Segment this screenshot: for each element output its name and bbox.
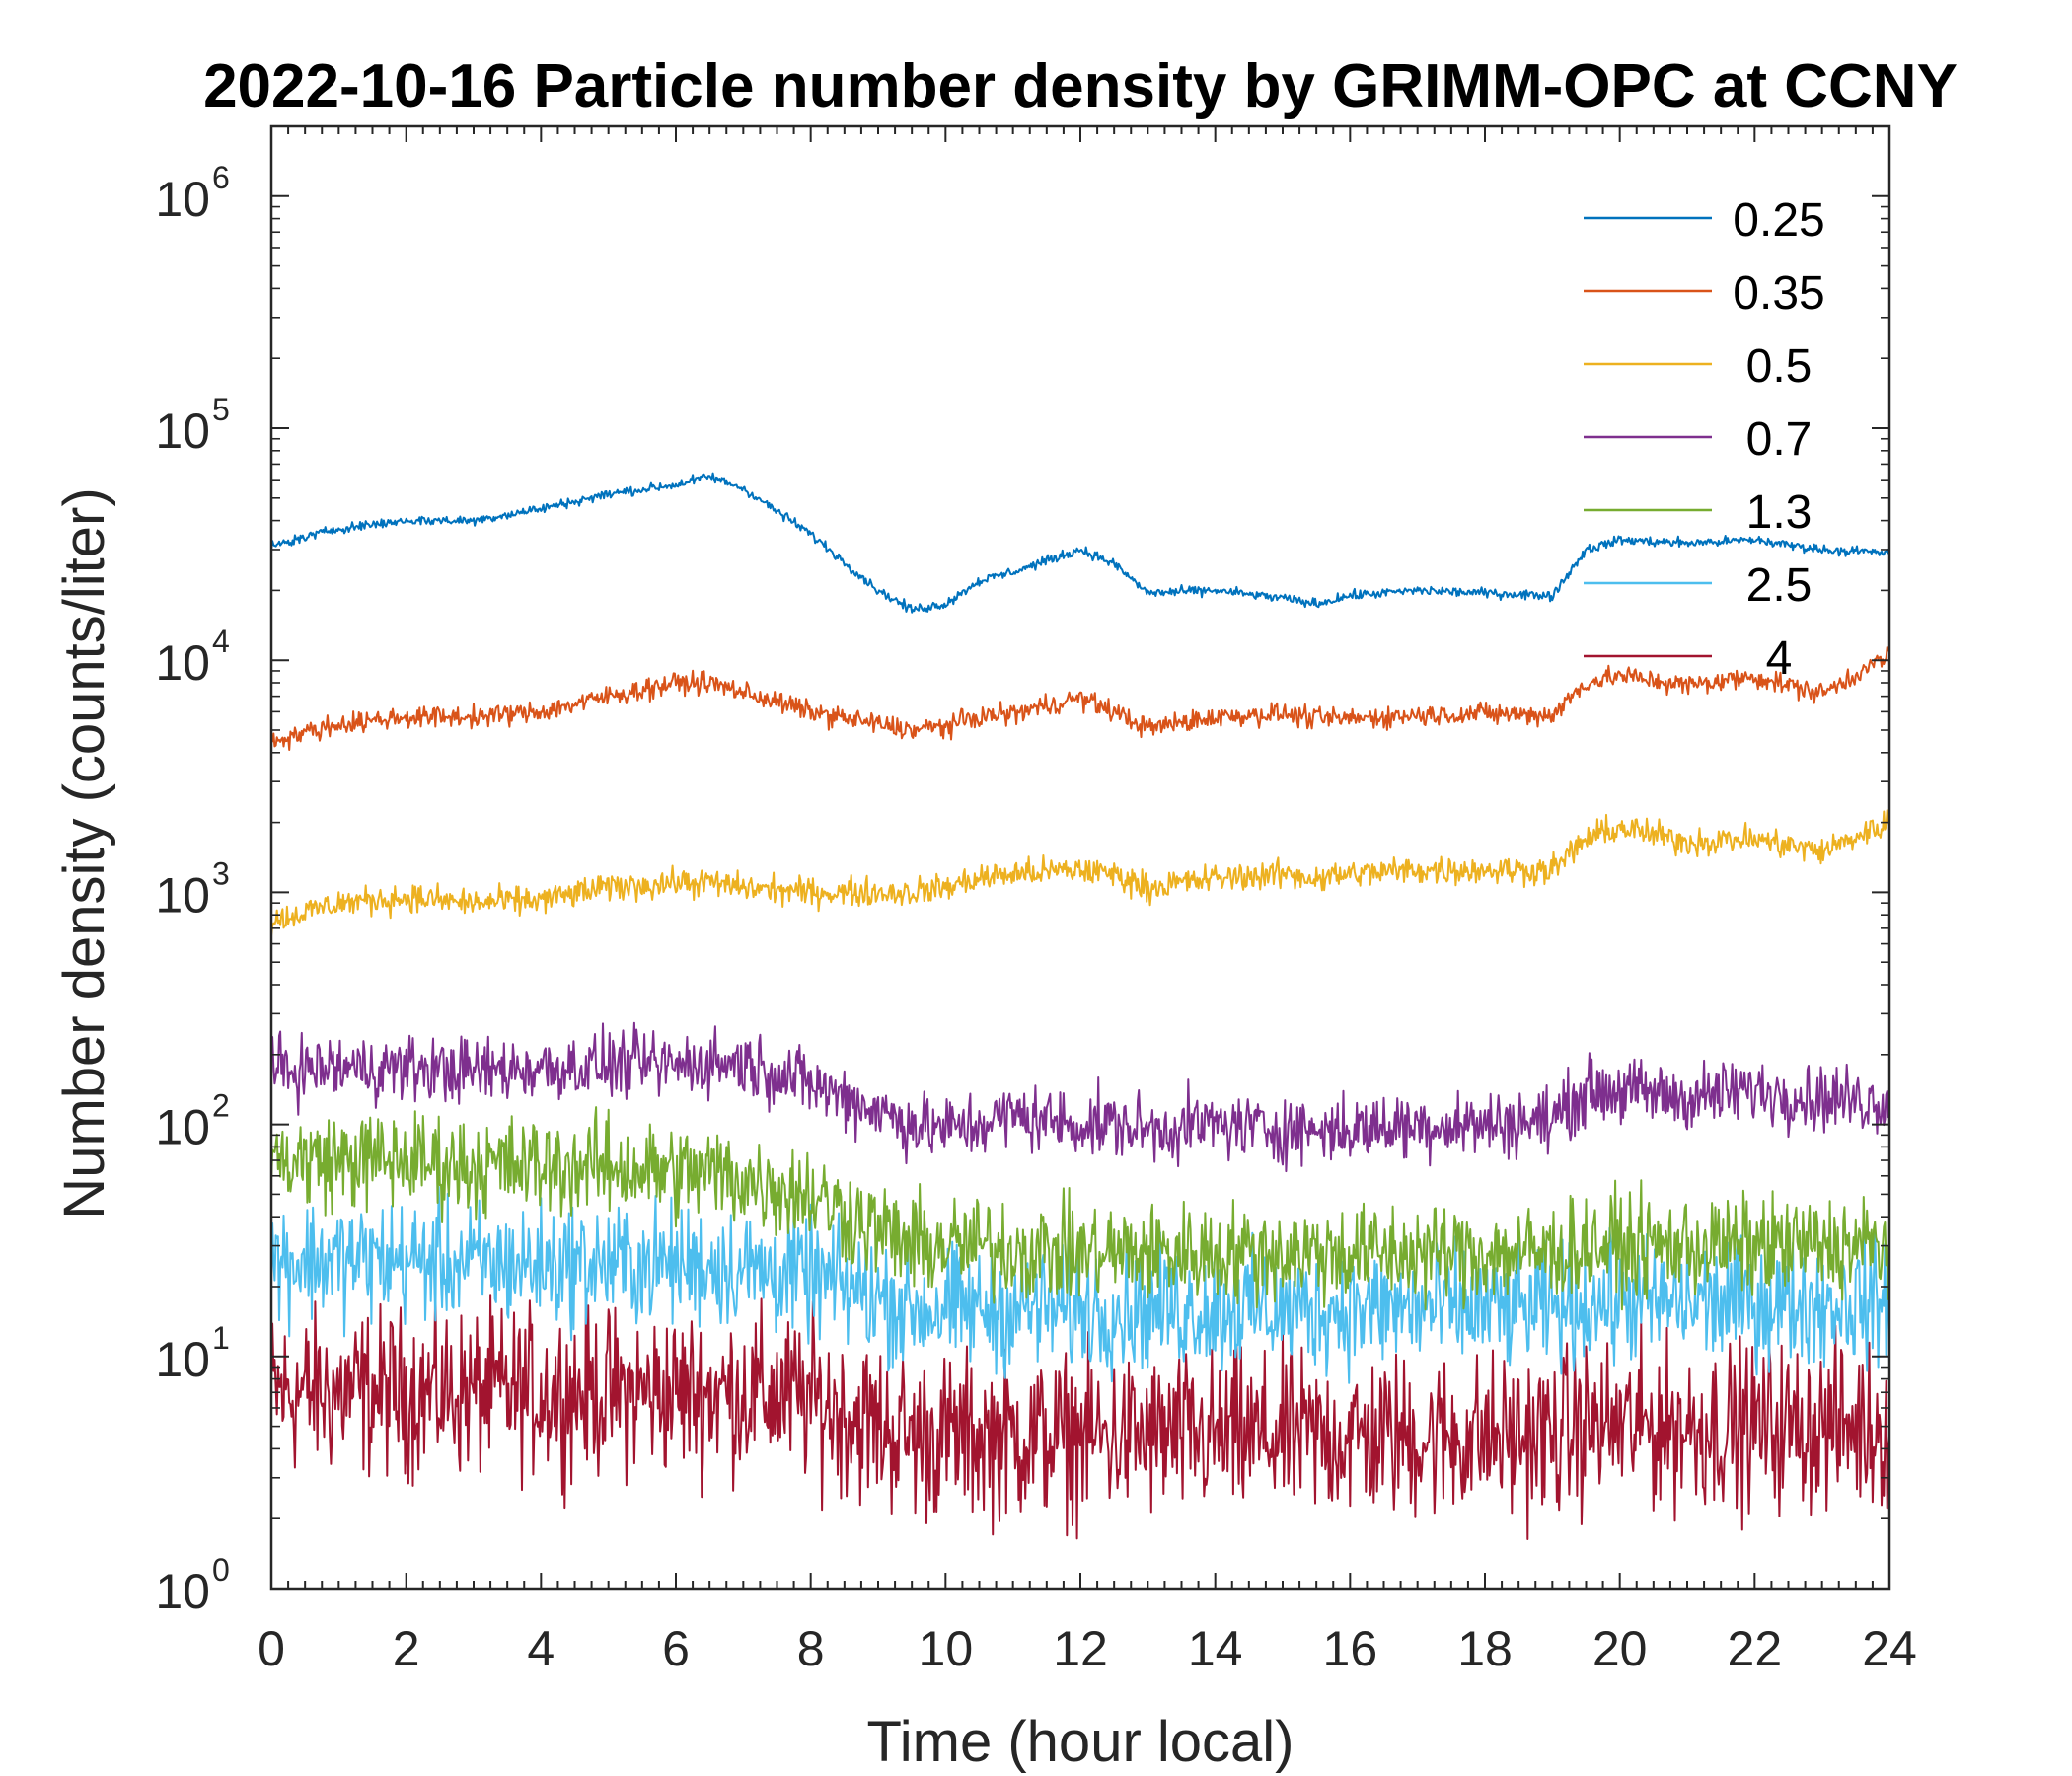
plot-lines — [270, 472, 1890, 1540]
x-tick-label: 20 — [1592, 1621, 1648, 1676]
series-line-1.3 — [270, 1106, 1890, 1311]
x-tick-label: 8 — [797, 1621, 825, 1676]
series-line-0.25 — [270, 472, 1890, 614]
y-tick-exponent: 3 — [212, 855, 230, 891]
y-tick-label: 10 — [155, 404, 210, 459]
legend: 0.25 0.35 0.5 0.7 1.3 2.5 4 — [1584, 194, 1825, 685]
series-line-0.7 — [270, 1021, 1890, 1173]
series-line-4 — [270, 1282, 1890, 1540]
y-tick-exponent: 0 — [212, 1552, 230, 1588]
y-tick-label: 10 — [155, 867, 210, 923]
x-tick-label: 4 — [527, 1621, 555, 1676]
x-tick-label: 12 — [1053, 1621, 1108, 1676]
chart-title: 2022-10-16 Particle number density by GR… — [203, 52, 1958, 120]
y-tick-exponent: 5 — [212, 392, 230, 427]
x-tick-label: 6 — [662, 1621, 690, 1676]
x-tick-label: 10 — [919, 1621, 974, 1676]
y-tick-exponent: 6 — [212, 160, 230, 195]
x-tick-label: 18 — [1457, 1621, 1513, 1676]
y-tick-exponent: 4 — [212, 624, 230, 659]
x-axis-label: Time (hour local) — [867, 1710, 1295, 1774]
x-tick-label: 14 — [1188, 1621, 1243, 1676]
legend-label: 2.5 — [1746, 559, 1813, 612]
x-tick-label: 22 — [1728, 1621, 1783, 1676]
y-axis-label: Number density (counts/liter) — [52, 487, 116, 1219]
series-line-0.5 — [270, 809, 1890, 936]
legend-label: 0.7 — [1746, 413, 1813, 466]
legend-label: 0.5 — [1746, 340, 1813, 393]
y-tick-exponent: 1 — [212, 1320, 230, 1356]
x-tick-label: 0 — [258, 1621, 285, 1676]
y-tick-label: 10 — [155, 1564, 210, 1619]
y-tick-label: 10 — [155, 635, 210, 691]
y-tick-label: 10 — [155, 1100, 210, 1155]
series-line-0.35 — [270, 646, 1890, 751]
legend-label: 4 — [1766, 632, 1793, 685]
y-tick-label: 10 — [155, 172, 210, 227]
y-tick-label: 10 — [155, 1332, 210, 1387]
legend-label: 1.3 — [1746, 486, 1813, 539]
legend-label: 0.35 — [1733, 267, 1824, 320]
y-tick-exponent: 2 — [212, 1088, 230, 1124]
x-tick-label: 24 — [1862, 1621, 1917, 1676]
legend-label: 0.25 — [1733, 194, 1824, 247]
x-tick-label: 2 — [393, 1621, 420, 1676]
x-tick-label: 16 — [1323, 1621, 1378, 1676]
